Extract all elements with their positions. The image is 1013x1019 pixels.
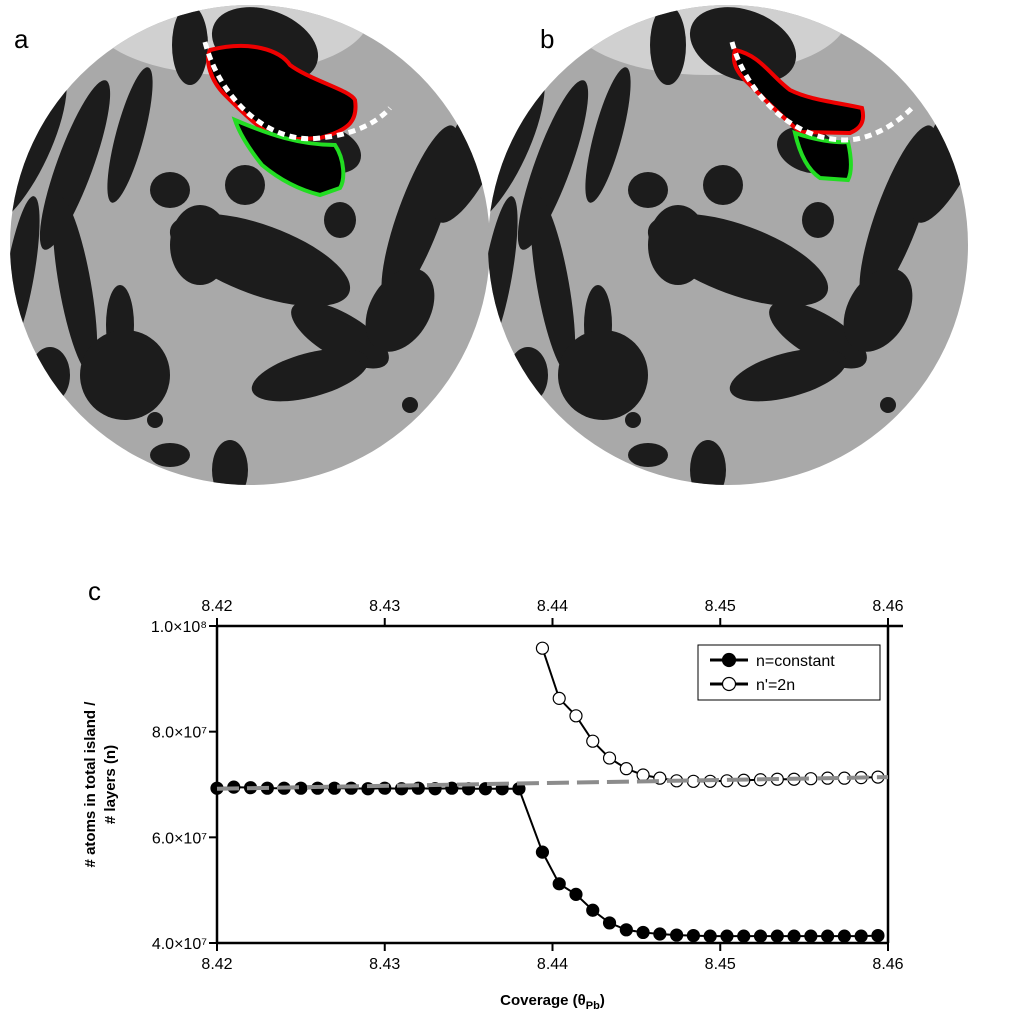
x-axis-label-part: Pb [586, 1000, 600, 1012]
x-axis-label: Coverage (θPb) [500, 992, 605, 1012]
x-tick-label: 8.45 [705, 956, 736, 973]
data-point [838, 930, 850, 942]
x-tick-label: 8.43 [369, 956, 400, 973]
data-point [704, 930, 716, 942]
data-point [788, 930, 800, 942]
data-point [604, 917, 616, 929]
data-point [553, 878, 565, 890]
data-point [687, 930, 699, 942]
x-tick-label: 8.44 [537, 956, 568, 973]
data-point [570, 710, 582, 722]
data-point [587, 904, 599, 916]
y-axis-label: # layers (n) [102, 745, 119, 824]
y-tick-label: 4.0×10⁷ [152, 936, 207, 953]
data-point [536, 846, 548, 858]
data-point [620, 924, 632, 936]
y-tick-label: 1.0×10⁸ [151, 619, 207, 636]
data-point [654, 928, 666, 940]
series-line [217, 787, 878, 936]
data-point [604, 752, 616, 764]
data-point [587, 735, 599, 747]
data-point [570, 888, 582, 900]
data-point [553, 692, 565, 704]
x2-tick-label: 8.46 [872, 598, 903, 615]
y-tick-label: 6.0×10⁷ [152, 830, 207, 847]
data-point [620, 763, 632, 775]
micrograph-b [433, 0, 1012, 505]
x-axis-label-part: Coverage (θ [500, 992, 586, 1009]
data-point [771, 930, 783, 942]
data-point [721, 930, 733, 942]
x2-tick-label: 8.42 [201, 598, 232, 615]
panel-label: c [88, 576, 101, 606]
data-point [822, 930, 834, 942]
data-point [671, 929, 683, 941]
y-tick-label: 8.0×10⁷ [152, 725, 207, 742]
legend-label: n=constant [756, 653, 835, 670]
x2-tick-label: 8.45 [705, 598, 736, 615]
panel-label: a [14, 24, 29, 54]
data-point [872, 930, 884, 942]
x-tick-label: 8.46 [872, 956, 903, 973]
x-axis-label-part: ) [600, 992, 605, 1009]
data-point [637, 769, 649, 781]
legend-marker [723, 678, 736, 691]
panel-label: b [540, 24, 554, 54]
x2-tick-label: 8.43 [369, 598, 400, 615]
legend-marker [723, 654, 736, 667]
chart: 8.42 8.42 8.43 8.43 8.44 8.44 8.45 8.45 8.46 8.46… [82, 598, 904, 1012]
x-tick-label: 8.42 [201, 956, 232, 973]
micrograph-a [0, 0, 534, 505]
y-axis-label: # atoms in total island / [82, 701, 99, 868]
figure: a b c 8.428.428.438.438.448.448.458.458.… [0, 0, 1013, 1014]
data-point [738, 930, 750, 942]
data-point [755, 930, 767, 942]
legend-label: n'=2n [756, 677, 795, 694]
data-point [805, 930, 817, 942]
x2-tick-label: 8.44 [537, 598, 568, 615]
data-point [855, 930, 867, 942]
data-point [536, 642, 548, 654]
data-point [637, 926, 649, 938]
